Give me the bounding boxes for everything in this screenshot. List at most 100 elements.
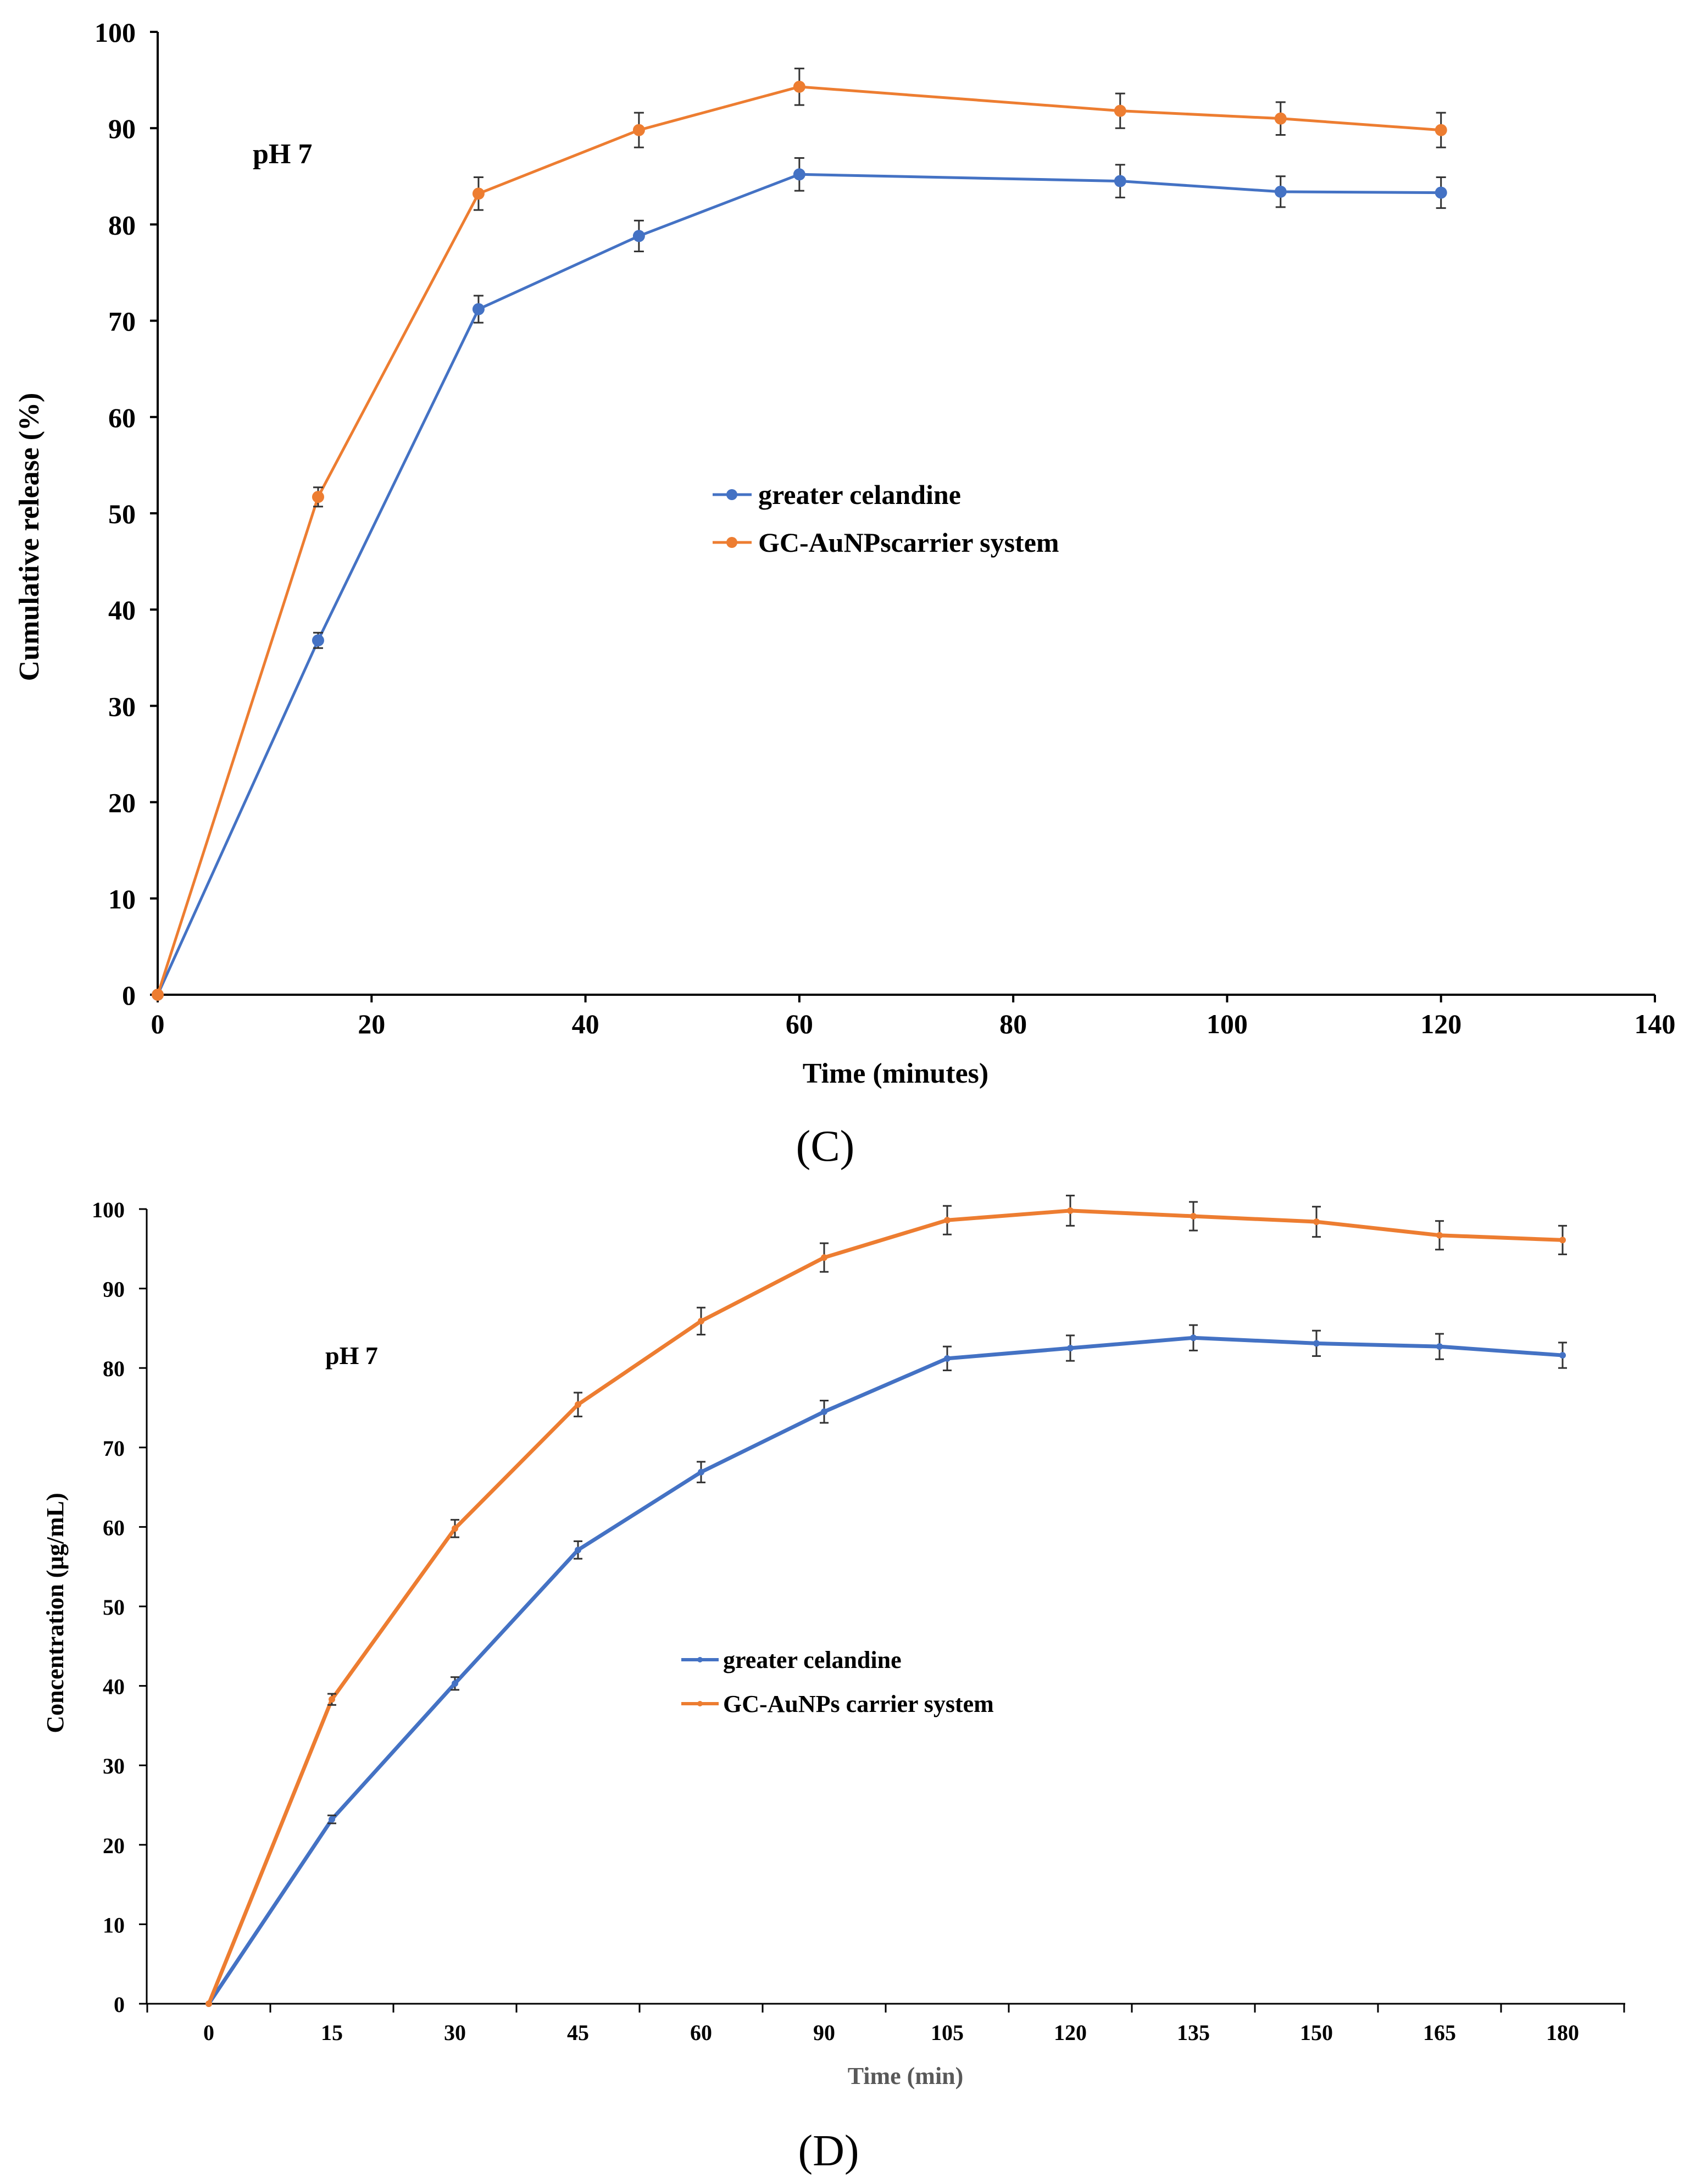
- chart-c-series-2: [152, 68, 1447, 1001]
- chart-c-legend: greater celandine GC-AuNPscarrier system: [713, 479, 1059, 558]
- chart-d-series-1: [205, 1324, 1567, 2007]
- chart-c-x-tick-label: 120: [1420, 1008, 1461, 1039]
- chart-c: 0 10 20 30 40 50 60 70 80 90 100 0 20 40 60 80 100 120 14…: [14, 17, 1676, 1171]
- chart-c-xlabel: Time (minutes): [803, 1058, 988, 1089]
- chart-c-y-tick-label: 0: [122, 980, 136, 1011]
- chart-c-x-tick-label: 80: [999, 1008, 1027, 1039]
- chart-c-series-1: [152, 157, 1447, 1001]
- chart-c-panel-label: (C): [796, 1122, 855, 1171]
- chart-c-data-point: [472, 303, 485, 315]
- chart-d-data-point: [698, 1468, 704, 1476]
- chart-d-x-tick-label: 135: [1177, 2020, 1210, 2045]
- chart-d-data-point: [1313, 1218, 1320, 1226]
- chart-d-data-point: [575, 1401, 581, 1408]
- chart-d-data-point: [452, 1525, 458, 1532]
- chart-d-data-point: [1436, 1343, 1443, 1350]
- chart-c-x-tick-label: 0: [151, 1008, 165, 1039]
- chart-c-y-tick-label: 90: [108, 113, 136, 144]
- chart-c-y-tick-label: 100: [95, 17, 136, 48]
- chart-c-data-point: [793, 80, 805, 93]
- chart-d-y-tick-label: 10: [103, 1913, 125, 1937]
- chart-c-y-tick-label: 40: [108, 595, 136, 625]
- chart-d-panel-label: (D): [798, 2127, 859, 2175]
- chart-c-y-tick-label: 70: [108, 306, 136, 337]
- chart-d-x-tick-label: 30: [444, 2020, 466, 2045]
- chart-d-legend-marker-2: [697, 1701, 703, 1706]
- chart-c-data-point: [312, 634, 324, 647]
- chart-c-data-point: [1435, 186, 1447, 199]
- chart-d-series-line: [207, 1209, 1563, 2005]
- chart-d-series-line: [207, 1335, 1563, 2005]
- chart-d-data-point: [821, 1408, 827, 1415]
- chart-d-y-tick-label: 90: [103, 1277, 125, 1302]
- chart-d-x-tick-label: 165: [1423, 2020, 1456, 2045]
- chart-d-x-tick-labels: 0 15 30 45 60 90 105 120 135 150 165 180: [203, 2020, 1579, 2045]
- chart-d-data-point: [698, 1317, 704, 1324]
- chart-c-data-point: [472, 187, 485, 200]
- chart-c-ylabel: Cumulative release (%): [14, 393, 45, 681]
- chart-d-data-point: [944, 1355, 951, 1362]
- chart-d-data-point: [1190, 1213, 1197, 1220]
- chart-c-y-tick-labels: 0 10 20 30 40 50 60 70 80 90 100: [95, 17, 136, 1011]
- chart-d-x-tick-label: 45: [567, 2020, 589, 2045]
- chart-c-series-line: [156, 173, 1441, 996]
- chart-c-series-line: [156, 85, 1441, 995]
- chart-d-y-tick-label: 80: [103, 1356, 125, 1381]
- chart-c-y-tick-label: 30: [108, 691, 136, 722]
- chart-d-x-tick-label: 0: [203, 2020, 214, 2045]
- chart-d-y-tick-label: 0: [114, 1992, 125, 2017]
- chart-d-x-tick-label: 60: [690, 2020, 712, 2045]
- chart-c-x-tick-label: 20: [358, 1008, 385, 1039]
- chart-d-data-point: [944, 1217, 951, 1224]
- chart-d-y-tick-labels: 0 10 20 30 40 50 60 70 80 90 100: [92, 1198, 125, 2017]
- chart-c-x-tick-label: 60: [786, 1008, 813, 1039]
- chart-c-y-tick-label: 10: [108, 884, 136, 914]
- chart-d-series: [205, 1194, 1567, 2007]
- chart-d-legend: greater celandine GC-AuNPs carrier syste…: [681, 1647, 994, 1717]
- chart-d-x-tick-label: 120: [1054, 2020, 1087, 2045]
- chart-d-axes: [139, 1208, 1625, 2013]
- chart-c-data-point: [1114, 175, 1126, 187]
- chart-c-y-tick-label: 60: [108, 402, 136, 433]
- chart-d-data-point: [1190, 1334, 1197, 1342]
- chart-c-annotation: pH 7: [253, 138, 312, 170]
- chart-c-axes: [150, 31, 1656, 1002]
- chart-d-data-point: [1313, 1340, 1320, 1347]
- chart-c-y-tick-label: 80: [108, 209, 136, 240]
- chart-c-legend-label-2: GC-AuNPscarrier system: [758, 527, 1059, 558]
- chart-c-x-tick-label: 40: [572, 1008, 599, 1039]
- chart-d-x-tick-label: 180: [1546, 2020, 1579, 2045]
- chart-c-x-tick-labels: 0 20 40 60 80 100 120 140: [151, 1008, 1676, 1039]
- chart-d-data-point: [1559, 1352, 1566, 1359]
- chart-c-y-tick-label: 20: [108, 788, 136, 818]
- chart-d-annotation: pH 7: [325, 1342, 378, 1370]
- chart-c-legend-marker-2: [726, 537, 737, 548]
- chart-d-data-point: [1067, 1207, 1074, 1214]
- chart-d-data-point: [1559, 1237, 1566, 1244]
- chart-c-x-tick-label: 100: [1207, 1008, 1248, 1039]
- chart-d-legend-label-2: GC-AuNPs carrier system: [723, 1690, 994, 1717]
- chart-d-y-tick-label: 50: [103, 1595, 125, 1620]
- chart-d-y-tick-label: 40: [103, 1675, 125, 1699]
- chart-c-x-tick-label: 140: [1635, 1008, 1676, 1039]
- chart-c-data-point: [152, 989, 164, 1001]
- chart-d-y-tick-label: 70: [103, 1436, 125, 1461]
- chart-c-legend-label-1: greater celandine: [758, 479, 961, 510]
- chart-d-x-tick-label: 15: [321, 2020, 343, 2045]
- chart-c-data-point: [1114, 104, 1126, 117]
- chart-d-legend-marker-1: [697, 1657, 703, 1662]
- chart-d-series-2: [205, 1194, 1567, 2007]
- chart-c-data-point: [793, 168, 805, 181]
- chart-c-series: [152, 68, 1447, 1001]
- chart-c-data-point: [1274, 112, 1287, 125]
- chart-d-xlabel: Time (min): [848, 2063, 964, 2089]
- chart-d-data-point: [821, 1254, 827, 1261]
- chart-c-data-point: [1435, 124, 1447, 136]
- chart-d-data-point: [329, 1696, 335, 1703]
- chart-d-y-tick-label: 60: [103, 1515, 125, 1540]
- chart-d-data-point: [1067, 1345, 1074, 1352]
- chart-c-legend-marker-1: [726, 489, 737, 500]
- chart-c-data-point: [1274, 185, 1287, 198]
- chart-d-data-point: [205, 2000, 212, 2007]
